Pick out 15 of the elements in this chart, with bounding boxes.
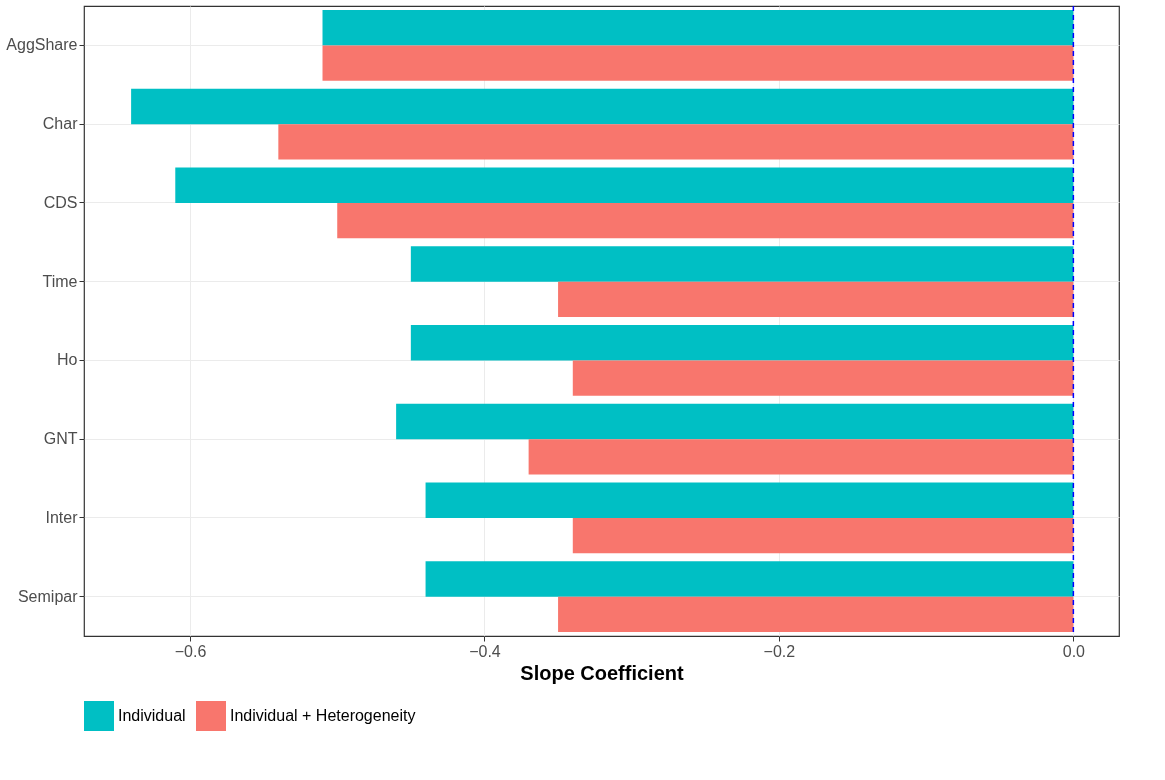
- legend-label: Individual: [118, 707, 186, 724]
- x-tick-label: −0.6: [174, 642, 207, 660]
- y-tick-label: GNT: [43, 430, 78, 448]
- y-tick-label: Time: [42, 272, 78, 290]
- x-tick-label: 0.0: [1062, 642, 1086, 660]
- y-tick-label: Char: [42, 115, 79, 133]
- x-tick-label: −0.2: [763, 642, 796, 660]
- y-tick-label: Inter: [45, 508, 79, 526]
- y-tick-label: CDS: [43, 193, 78, 211]
- y-tick-label: Semipar: [17, 587, 79, 605]
- y-tick-label: AggShare: [6, 36, 78, 54]
- x-axis-title: Slope Coefficient: [520, 661, 685, 684]
- x-tick-label: −0.4: [469, 642, 501, 660]
- y-tick-label: Ho: [57, 351, 78, 369]
- legend-label: Individual + Heterogeneity: [230, 707, 416, 724]
